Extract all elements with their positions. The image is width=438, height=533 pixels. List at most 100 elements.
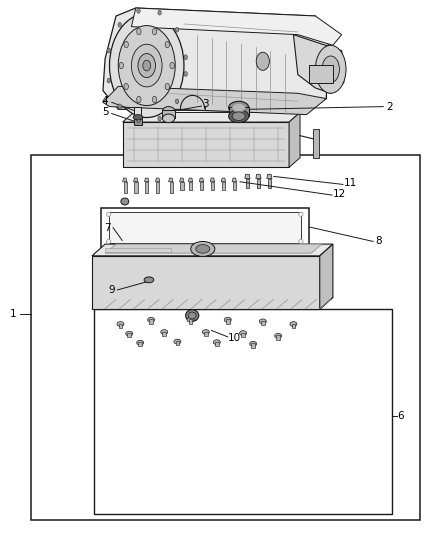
- Ellipse shape: [106, 239, 111, 244]
- Polygon shape: [245, 174, 250, 179]
- Ellipse shape: [275, 334, 282, 338]
- Bar: [149, 319, 153, 324]
- Ellipse shape: [175, 99, 179, 104]
- Ellipse shape: [117, 321, 124, 326]
- Ellipse shape: [224, 317, 231, 322]
- Bar: [162, 110, 175, 118]
- Bar: [170, 182, 173, 193]
- Polygon shape: [293, 35, 344, 93]
- Ellipse shape: [184, 71, 187, 76]
- Bar: [105, 248, 171, 252]
- Bar: [156, 182, 159, 193]
- Bar: [233, 182, 236, 190]
- Ellipse shape: [161, 329, 168, 335]
- Ellipse shape: [118, 22, 121, 27]
- Bar: [123, 122, 289, 167]
- Ellipse shape: [137, 28, 141, 35]
- Ellipse shape: [158, 10, 161, 15]
- Polygon shape: [267, 174, 272, 179]
- Bar: [211, 182, 214, 190]
- Polygon shape: [92, 244, 333, 256]
- Text: 10: 10: [228, 334, 241, 343]
- Ellipse shape: [138, 54, 155, 78]
- Bar: [31, 155, 420, 520]
- Ellipse shape: [191, 241, 215, 256]
- Ellipse shape: [232, 112, 245, 120]
- Text: 3: 3: [202, 99, 209, 109]
- Ellipse shape: [126, 331, 133, 336]
- Ellipse shape: [119, 62, 124, 69]
- Bar: [313, 129, 319, 158]
- Ellipse shape: [187, 317, 194, 322]
- Bar: [134, 182, 138, 193]
- Text: 2: 2: [386, 102, 393, 111]
- Polygon shape: [169, 178, 173, 182]
- Polygon shape: [155, 178, 160, 182]
- Bar: [119, 324, 122, 328]
- Ellipse shape: [152, 96, 157, 103]
- Polygon shape: [103, 86, 326, 115]
- Bar: [134, 107, 141, 116]
- Bar: [92, 256, 320, 309]
- Text: 9: 9: [108, 285, 115, 295]
- Polygon shape: [92, 297, 333, 309]
- Polygon shape: [188, 178, 193, 182]
- Bar: [145, 182, 148, 193]
- Ellipse shape: [148, 317, 155, 322]
- Bar: [94, 309, 392, 514]
- Bar: [268, 179, 271, 188]
- Ellipse shape: [144, 277, 154, 282]
- Ellipse shape: [259, 319, 266, 324]
- Ellipse shape: [131, 44, 162, 87]
- Bar: [222, 182, 225, 190]
- Bar: [180, 182, 184, 190]
- Ellipse shape: [165, 83, 170, 90]
- Ellipse shape: [137, 96, 141, 103]
- Text: 8: 8: [375, 237, 382, 246]
- Ellipse shape: [315, 45, 346, 93]
- Ellipse shape: [107, 78, 110, 83]
- Bar: [109, 212, 301, 243]
- Ellipse shape: [290, 321, 297, 326]
- Ellipse shape: [188, 312, 196, 319]
- Bar: [101, 208, 309, 248]
- Text: 11: 11: [344, 179, 357, 188]
- Bar: [257, 179, 260, 188]
- Polygon shape: [123, 178, 127, 182]
- Ellipse shape: [165, 42, 170, 48]
- Ellipse shape: [299, 212, 303, 216]
- Ellipse shape: [174, 340, 181, 344]
- Bar: [134, 117, 142, 125]
- Ellipse shape: [121, 198, 129, 205]
- Ellipse shape: [158, 116, 161, 121]
- Bar: [215, 342, 219, 346]
- Polygon shape: [221, 178, 226, 182]
- Bar: [138, 342, 142, 346]
- Ellipse shape: [170, 62, 174, 69]
- Bar: [261, 321, 265, 325]
- Ellipse shape: [256, 52, 269, 70]
- Ellipse shape: [250, 341, 257, 346]
- Polygon shape: [131, 8, 342, 45]
- Text: 4: 4: [102, 96, 109, 106]
- Ellipse shape: [240, 330, 247, 336]
- Ellipse shape: [137, 341, 144, 345]
- Bar: [189, 182, 192, 190]
- Polygon shape: [134, 178, 138, 182]
- Polygon shape: [199, 178, 204, 182]
- Ellipse shape: [162, 107, 175, 115]
- Bar: [124, 182, 127, 193]
- Ellipse shape: [196, 245, 210, 253]
- Bar: [251, 343, 255, 348]
- Bar: [229, 107, 249, 116]
- Bar: [200, 182, 203, 190]
- Polygon shape: [256, 174, 261, 179]
- Ellipse shape: [137, 118, 140, 123]
- Bar: [204, 332, 208, 336]
- Ellipse shape: [229, 101, 249, 114]
- Text: 12: 12: [333, 189, 346, 199]
- Bar: [241, 333, 245, 337]
- Ellipse shape: [137, 9, 140, 13]
- Bar: [127, 333, 131, 337]
- Polygon shape: [320, 244, 333, 309]
